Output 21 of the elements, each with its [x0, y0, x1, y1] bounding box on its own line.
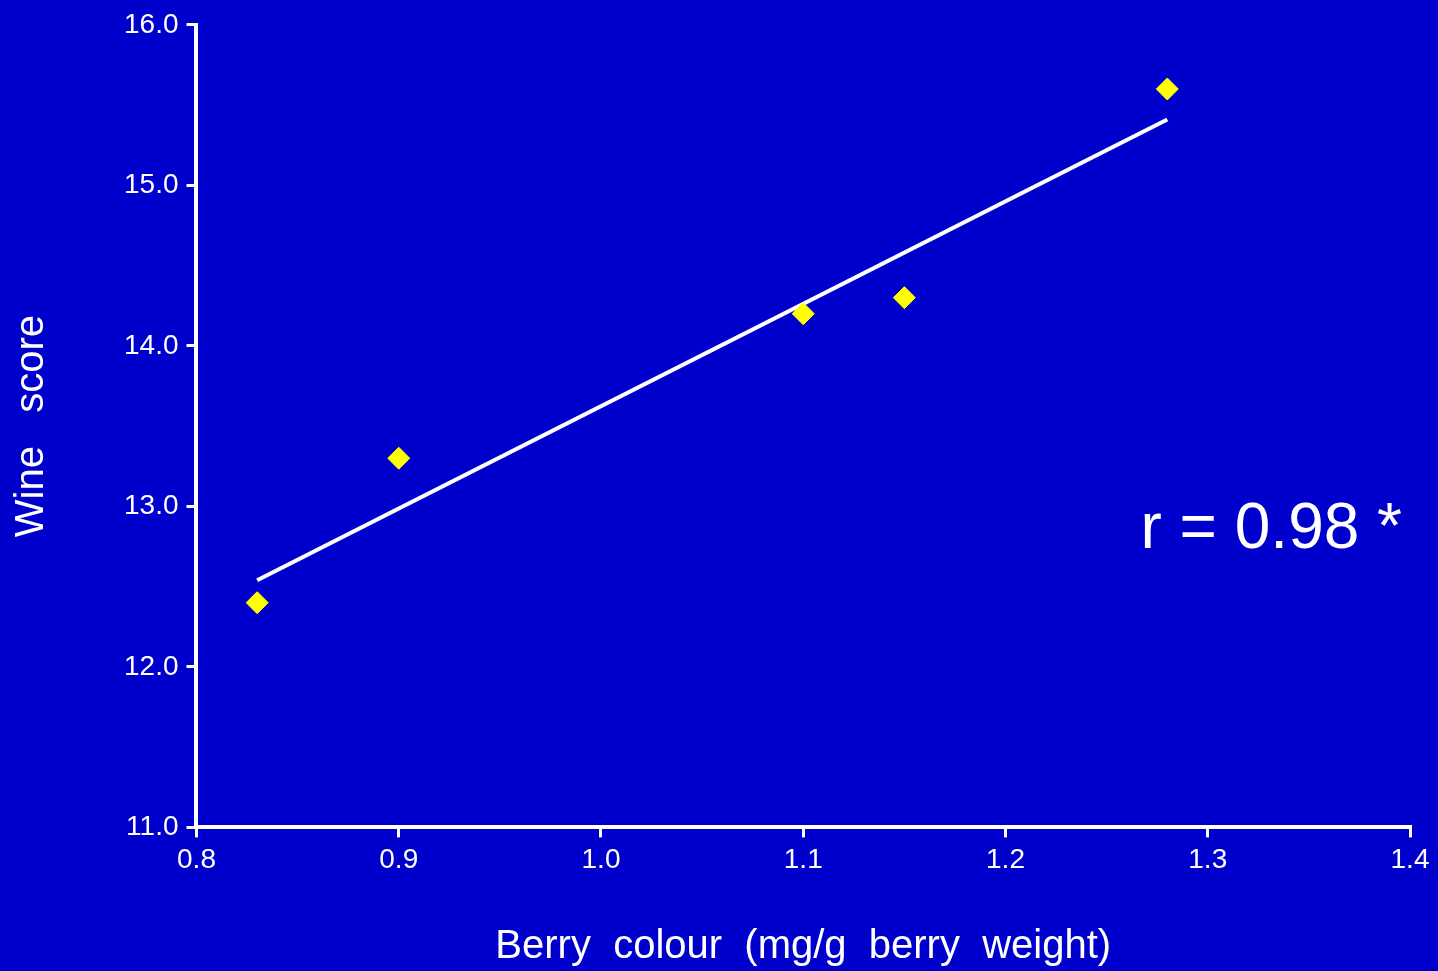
y-tick-label: 15.0	[124, 168, 179, 200]
y-tick-label: 12.0	[124, 649, 179, 681]
y-tick-label: 16.0	[124, 7, 179, 39]
point	[387, 446, 411, 470]
point	[791, 302, 815, 326]
x-axis-title: Berry colour (mg/g berry weight)	[495, 922, 1112, 967]
x-tick-label: 1.0	[581, 842, 621, 874]
point	[1155, 77, 1179, 101]
x-tick-label: 1.3	[1188, 842, 1228, 874]
x-tick-label: 0.9	[379, 842, 419, 874]
x-tick-label: 1.4	[1390, 842, 1430, 874]
x-tick-label: 1.1	[783, 842, 823, 874]
point	[245, 591, 269, 615]
point	[892, 286, 916, 310]
x-tick-label: 1.2	[986, 842, 1025, 874]
y-tick-label: 11.0	[126, 810, 179, 842]
annotation: r = 0.98 *	[1140, 490, 1402, 563]
y-axis-title: Wine score	[7, 314, 52, 538]
y-tick-label: 14.0	[124, 328, 179, 360]
x-tick-label: 0.8	[177, 842, 216, 874]
y-tick-label: 13.0	[124, 489, 179, 521]
